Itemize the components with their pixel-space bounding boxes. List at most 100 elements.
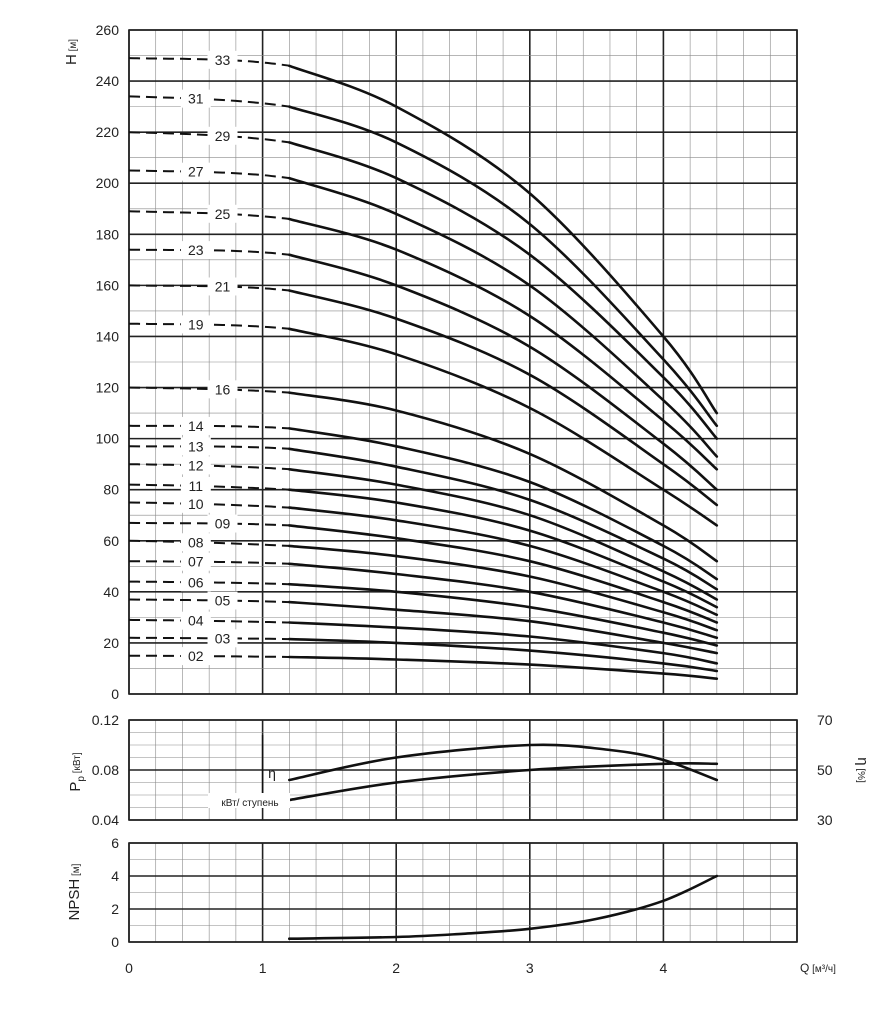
curve-label-bg — [180, 89, 211, 108]
curve-12 — [288, 468, 719, 601]
curve-07-dashed — [128, 560, 290, 565]
y-tick-label-head: 140 — [96, 328, 120, 344]
curve-13 — [288, 447, 719, 591]
curve-label-02: 02 — [188, 648, 204, 664]
curve-10-dashed — [128, 501, 290, 509]
y-axis-title-head: H [м] — [63, 39, 80, 65]
curve-02 — [288, 655, 719, 680]
annotation-bg — [208, 793, 290, 808]
curve-19 — [288, 327, 719, 527]
curve-label-21: 21 — [215, 278, 231, 294]
curve-label-bg — [180, 611, 211, 630]
curve-label-bg — [180, 315, 211, 334]
curve-label-bg — [180, 162, 211, 181]
curve-05-dashed — [128, 598, 290, 604]
curve-27-dashed — [128, 169, 290, 180]
y-axis-unit-npsh: [м] — [71, 863, 82, 878]
curve-label-03: 03 — [215, 630, 231, 646]
curve-23 — [288, 253, 719, 491]
annotation-kw-per-stage: кВт/ ступень — [221, 798, 278, 809]
curve-27 — [288, 176, 719, 458]
curve-33 — [288, 64, 719, 415]
y-tick-label-head: 20 — [103, 635, 119, 651]
curve-10 — [288, 506, 719, 617]
curve-label-bg — [207, 591, 238, 610]
curve-label-33: 33 — [215, 52, 231, 68]
y-tick-label-head: 100 — [96, 431, 120, 447]
curve-label-31: 31 — [188, 91, 204, 107]
curve-label-25: 25 — [215, 206, 231, 222]
y-tick-label-head: 220 — [96, 124, 120, 140]
curve-21 — [288, 289, 719, 507]
y-tick-label-head: 260 — [96, 22, 120, 38]
curve-label-11: 11 — [189, 478, 204, 494]
y-tick-label-head: 40 — [103, 584, 119, 600]
x-tick-label: 1 — [259, 960, 267, 976]
curve-label-bg — [180, 241, 211, 260]
curve-label-23: 23 — [188, 242, 204, 258]
curve-05 — [288, 600, 719, 655]
y-tick-label-head: 60 — [103, 533, 119, 549]
plot-frame — [128, 842, 798, 943]
curve-label-bg — [207, 514, 238, 533]
curve-label-10: 10 — [188, 496, 204, 512]
curve-03-dashed — [128, 636, 290, 641]
curve-33-dashed — [128, 57, 290, 67]
curve-06 — [288, 582, 719, 647]
curve-label-bg — [180, 416, 211, 435]
plot-frame — [128, 29, 798, 695]
curve-label-bg — [207, 50, 238, 69]
efficiency-curve — [288, 743, 719, 782]
y-axis-title-power: Pp [кВт] — [67, 752, 87, 791]
y-axis-unit-power: [кВт] — [72, 752, 83, 776]
curve-09-dashed — [128, 521, 290, 527]
curve-19-dashed — [128, 322, 290, 330]
curve-06-dashed — [128, 580, 290, 586]
curve-label-04: 04 — [188, 613, 204, 629]
curve-label-16: 16 — [215, 381, 231, 397]
y2-axis-label-efficiency: η — [854, 757, 871, 765]
curve-label-bg — [180, 437, 211, 456]
y-axis-title-npsh: NPSH [м] — [66, 863, 83, 920]
y-axis-subscript-power: p — [76, 776, 87, 782]
x-tick-label: 2 — [392, 960, 400, 976]
curve-04-dashed — [128, 618, 290, 624]
x-tick-label: 0 — [125, 960, 133, 976]
curve-09 — [288, 524, 719, 624]
y-tick-label-head: 0 — [111, 686, 119, 702]
curve-label-27: 27 — [188, 164, 204, 180]
curve-label-bg — [207, 277, 238, 296]
x-axis-label: Q — [800, 961, 809, 975]
curve-label-bg — [180, 573, 211, 592]
y-axis-unit-head: [м] — [68, 39, 79, 54]
curve-25-dashed — [128, 210, 290, 220]
annotation-eta: η — [268, 765, 276, 781]
curve-label-bg — [180, 647, 211, 666]
y2-tick-label-efficiency: 70 — [817, 712, 833, 728]
curve-31 — [288, 105, 719, 428]
y-tick-label-head: 180 — [96, 226, 120, 242]
curve-label-bg — [207, 629, 238, 648]
x-tick-label: 4 — [660, 960, 668, 976]
curve-label-08: 08 — [188, 534, 204, 550]
curve-label-bg — [207, 126, 238, 145]
power-curve — [288, 762, 719, 802]
curve-label-bg — [180, 476, 211, 495]
curve-label-bg — [180, 533, 211, 552]
plot-frame — [128, 719, 798, 821]
curve-label-09: 09 — [215, 516, 231, 532]
y-tick-label-power: 0.04 — [92, 812, 119, 828]
curve-label-bg — [180, 552, 211, 571]
y-tick-label-head: 80 — [103, 482, 119, 498]
curve-11 — [288, 488, 719, 609]
curve-label-bg — [180, 456, 211, 475]
curve-07 — [288, 562, 719, 640]
curve-08-dashed — [128, 539, 290, 547]
curve-02-dashed — [128, 654, 290, 658]
x-tick-label: 3 — [526, 960, 534, 976]
curve-label-07: 07 — [188, 554, 204, 570]
curve-31-dashed — [128, 95, 290, 108]
